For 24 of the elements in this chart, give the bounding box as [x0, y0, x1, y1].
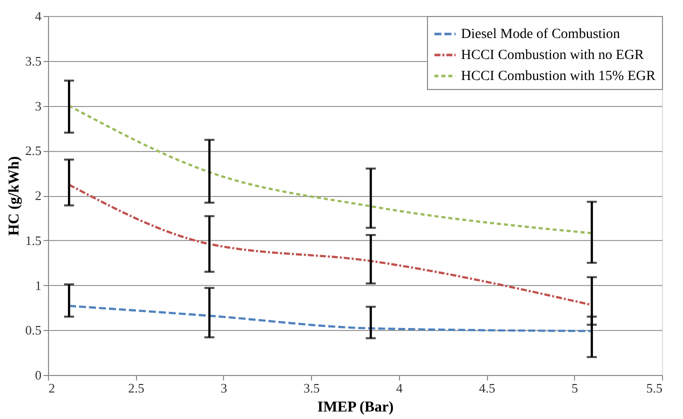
y-tick-label: 1.5: [25, 232, 42, 248]
x-tick-label: 4: [396, 380, 404, 396]
y-tick-label: 1: [35, 278, 42, 293]
y-tick-label: 3: [35, 98, 42, 114]
x-tick-label: 5.5: [646, 380, 662, 396]
x-tick-label: 3.5: [304, 380, 320, 396]
y-tick-label: 2: [35, 188, 42, 203]
y-tick-label: 3.5: [25, 53, 42, 68]
y-tick-label: 4: [35, 8, 42, 24]
legend-label: HCCI Combustion with no EGR: [461, 48, 644, 63]
y-axis-title: HC (g/kWh): [6, 156, 22, 236]
x-axis-title: IMEP (Bar): [317, 400, 394, 416]
x-tick-label: 3: [220, 380, 228, 396]
y-tick-label: 0: [35, 368, 42, 382]
legend-label: HCCI Combustion with 15% EGR: [461, 69, 656, 84]
line-series: [68, 104, 593, 234]
x-tick-label: 4.5: [478, 380, 496, 396]
x-tick-label: 2: [48, 380, 55, 396]
x-tick-label: 5: [572, 380, 578, 396]
legend-label: Diesel Mode of Combustion: [461, 27, 620, 42]
y-tick-label: 0.5: [25, 322, 42, 338]
line-series: [68, 304, 593, 332]
x-tick-label: 2.5: [128, 380, 144, 396]
y-tick-label: 2.5: [25, 143, 42, 158]
